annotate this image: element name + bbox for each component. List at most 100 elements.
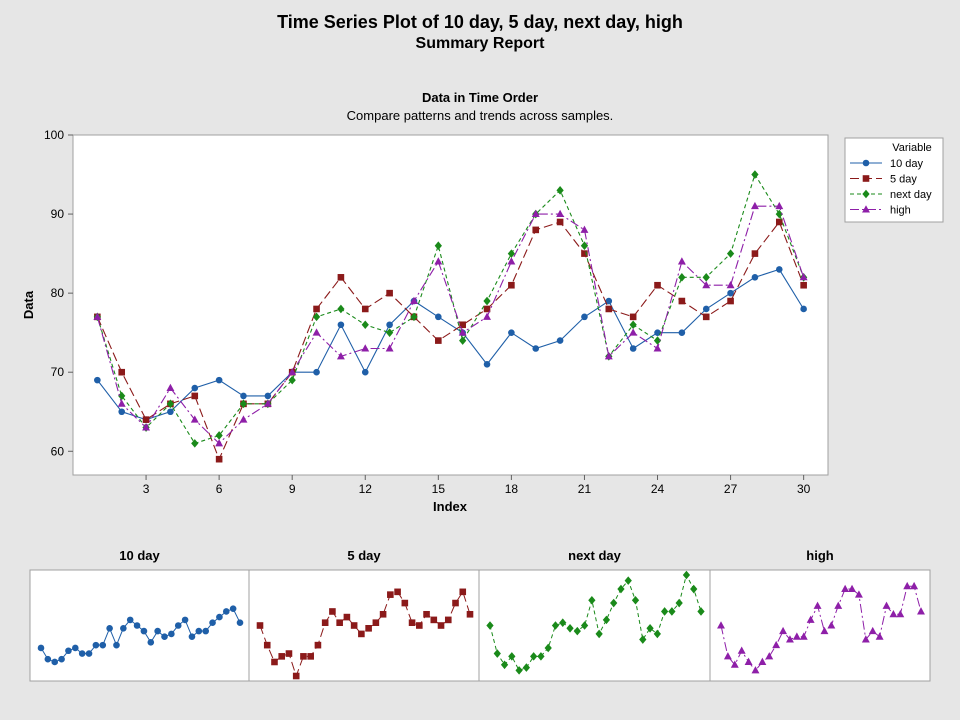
small-panel-point bbox=[744, 657, 753, 665]
y-tick-label: 90 bbox=[51, 207, 65, 221]
small-panel-point bbox=[321, 619, 329, 626]
small-panel-point bbox=[78, 650, 86, 657]
small-panel-point bbox=[401, 599, 409, 607]
data-point bbox=[508, 329, 515, 336]
small-panel-point bbox=[610, 598, 618, 608]
data-point bbox=[337, 274, 345, 281]
small-panel-point bbox=[343, 613, 351, 621]
small-panel-point bbox=[92, 641, 100, 649]
small-panel-point bbox=[65, 647, 72, 655]
x-axis: 3 6 9 12 15 18 21 24 27 30 bbox=[143, 475, 811, 496]
small-panel-point bbox=[188, 633, 196, 641]
data-point bbox=[215, 376, 223, 384]
data-point bbox=[118, 391, 126, 401]
small-panel-point bbox=[751, 666, 760, 674]
series-high bbox=[93, 201, 808, 447]
data-point bbox=[556, 186, 564, 195]
small-panel-point bbox=[624, 576, 632, 585]
data-point bbox=[678, 329, 686, 336]
series-line-next-day bbox=[96, 173, 805, 445]
data-point bbox=[263, 399, 272, 407]
data-point bbox=[361, 344, 370, 352]
data-point bbox=[459, 336, 467, 345]
small-panel-point bbox=[58, 655, 65, 663]
legend-item: next day bbox=[850, 189, 932, 201]
small-panel-point bbox=[772, 640, 781, 649]
data-point bbox=[654, 281, 661, 289]
data-point bbox=[337, 321, 345, 329]
small-panel-point bbox=[566, 624, 574, 633]
legend-marker bbox=[862, 205, 870, 213]
small-panel-point bbox=[229, 605, 237, 612]
small-panel-point bbox=[278, 653, 286, 660]
data-point bbox=[531, 209, 540, 218]
small-panel-point bbox=[602, 615, 611, 625]
small-panel-point bbox=[889, 609, 898, 618]
x-axis-label: Index bbox=[433, 499, 468, 514]
data-point bbox=[605, 305, 613, 313]
data-point bbox=[483, 305, 491, 313]
data-point bbox=[654, 329, 661, 336]
small-panel-point bbox=[493, 649, 501, 658]
section-title: Data in Time Order bbox=[421, 90, 539, 105]
small-panel-point bbox=[72, 644, 79, 652]
data-point bbox=[434, 257, 443, 265]
small-panel-point bbox=[126, 616, 134, 624]
small-panel-point bbox=[653, 629, 661, 639]
data-point bbox=[775, 266, 783, 273]
small-panel-point bbox=[120, 625, 127, 632]
small-panel-point bbox=[408, 619, 416, 626]
data-point bbox=[215, 439, 224, 447]
data-point bbox=[775, 218, 783, 226]
data-point bbox=[751, 250, 759, 257]
data-point bbox=[556, 218, 564, 226]
small-panel-point bbox=[256, 622, 264, 629]
small-panel-point bbox=[99, 641, 107, 649]
data-point bbox=[312, 312, 321, 322]
small-panel-point bbox=[181, 616, 189, 624]
legend-marker bbox=[862, 175, 870, 182]
data-point bbox=[361, 320, 369, 330]
data-point bbox=[508, 281, 515, 289]
small-panel-point bbox=[202, 627, 209, 635]
small-panel-point bbox=[216, 613, 223, 621]
data-point bbox=[751, 170, 759, 179]
small-panel-point bbox=[910, 581, 919, 590]
small-panel-point bbox=[394, 588, 401, 596]
small-panel-point bbox=[717, 621, 725, 629]
small-panel-point bbox=[559, 618, 567, 627]
small-panel-5-day: 5 day bbox=[248, 548, 474, 681]
data-point bbox=[434, 241, 442, 250]
small-panel-point bbox=[387, 591, 394, 598]
small-panel-point bbox=[365, 625, 372, 632]
y-tick-label: 70 bbox=[51, 365, 65, 379]
data-point bbox=[727, 297, 734, 305]
small-panel-point bbox=[737, 646, 746, 654]
small-panel-point bbox=[834, 601, 843, 609]
data-point bbox=[727, 289, 734, 297]
data-point bbox=[629, 345, 637, 352]
x-tick-label: 27 bbox=[724, 482, 738, 496]
x-tick-label: 9 bbox=[289, 482, 296, 496]
data-point bbox=[166, 399, 175, 409]
small-panel-title: 5 day bbox=[347, 548, 381, 563]
data-point bbox=[239, 399, 248, 409]
small-panel-point bbox=[682, 570, 691, 580]
data-point bbox=[605, 297, 613, 305]
small-panel-point bbox=[639, 635, 647, 644]
data-point bbox=[191, 384, 199, 392]
series-line-5-day bbox=[96, 220, 805, 461]
data-point bbox=[726, 249, 735, 258]
small-panel-point bbox=[660, 607, 669, 616]
small-multiples: 10 day 5 day next day high bbox=[29, 548, 931, 682]
data-point bbox=[532, 345, 540, 352]
data-point bbox=[386, 321, 393, 329]
small-panel-point bbox=[140, 627, 148, 635]
small-panel-point bbox=[588, 595, 596, 605]
data-point bbox=[556, 209, 565, 218]
small-panel-point bbox=[551, 621, 560, 630]
data-point bbox=[142, 416, 150, 423]
data-point bbox=[167, 408, 174, 416]
data-point bbox=[385, 344, 394, 352]
